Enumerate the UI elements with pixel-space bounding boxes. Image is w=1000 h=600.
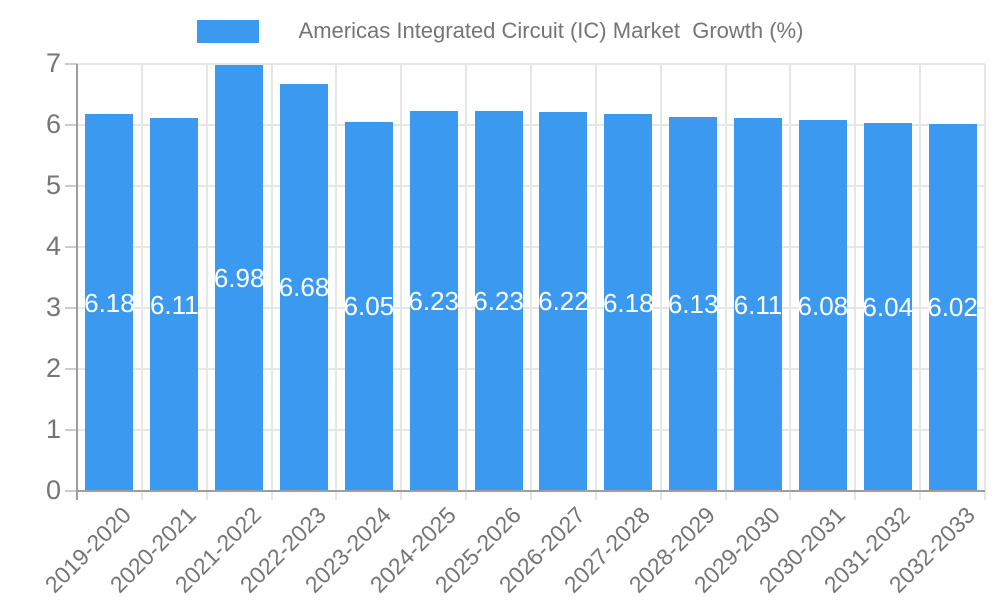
y-axis-tick bbox=[65, 185, 77, 187]
y-axis-tick-label: 0 bbox=[45, 475, 61, 505]
bar-value-label: 6.18 bbox=[84, 287, 135, 318]
y-axis-tick-label: 2 bbox=[45, 353, 61, 383]
legend-label: Americas Integrated Circuit (IC) Market … bbox=[298, 18, 804, 43]
bar-2023-2024 bbox=[344, 121, 393, 491]
y-axis-tick-label: 7 bbox=[45, 48, 61, 78]
y-axis-tick bbox=[65, 246, 77, 248]
legend-swatch bbox=[196, 19, 259, 43]
bar-value-label: 6.04 bbox=[862, 291, 913, 322]
bar-2031-2032 bbox=[863, 122, 912, 491]
bar-value-label: 6.22 bbox=[538, 286, 589, 317]
bar-2020-2021 bbox=[150, 118, 199, 491]
gridline-x bbox=[984, 64, 986, 500]
y-axis-tick bbox=[65, 368, 77, 370]
bar-value-label: 6.11 bbox=[149, 289, 199, 320]
bar-value-label: 6.05 bbox=[343, 291, 395, 322]
bar-value-label: 6.11 bbox=[733, 289, 783, 320]
bar-2019-2020 bbox=[85, 114, 134, 491]
bar-value-label: 6.98 bbox=[213, 263, 265, 294]
y-axis-tick-label: 5 bbox=[45, 170, 61, 200]
bar-2026-2027 bbox=[539, 111, 588, 491]
gridline-x bbox=[919, 64, 922, 500]
bar-value-label: 6.23 bbox=[408, 285, 459, 316]
y-axis-tick-label: 6 bbox=[45, 109, 61, 139]
bar-2028-2029 bbox=[669, 117, 718, 491]
gridline-x bbox=[205, 64, 208, 500]
y-axis-tick-label: 4 bbox=[45, 231, 61, 261]
gridline-x bbox=[854, 64, 857, 500]
legend: Americas Integrated Circuit (IC) Market … bbox=[0, 18, 1000, 44]
bar-2027-2028 bbox=[604, 114, 653, 491]
bar-2029-2030 bbox=[734, 118, 782, 491]
bar-value-label: 6.08 bbox=[797, 290, 849, 321]
y-axis-tick-label: 3 bbox=[45, 292, 61, 322]
gridline-x bbox=[659, 64, 662, 500]
y-axis-tick bbox=[65, 429, 77, 431]
gridline-x bbox=[270, 64, 273, 500]
gridline-x bbox=[724, 64, 727, 500]
bar-2022-2023 bbox=[280, 83, 328, 491]
bar-2024-2025 bbox=[409, 110, 458, 491]
y-axis-tick bbox=[65, 63, 77, 65]
gridline-x bbox=[594, 64, 597, 500]
gridline-x bbox=[400, 64, 403, 500]
bar-value-label: 6.68 bbox=[278, 272, 330, 303]
bar-2030-2031 bbox=[798, 120, 847, 491]
x-axis-line bbox=[77, 490, 985, 492]
bar-2025-2026 bbox=[474, 110, 523, 491]
y-axis-tick bbox=[65, 307, 77, 309]
bar-2032-2033 bbox=[928, 123, 977, 491]
gridline-x bbox=[530, 64, 532, 500]
y-axis-tick bbox=[65, 124, 77, 126]
bar-value-label: 6.02 bbox=[927, 292, 978, 323]
bar-value-label: 6.23 bbox=[473, 285, 524, 316]
y-axis-tick-label: 1 bbox=[45, 414, 61, 444]
bar-2021-2022 bbox=[215, 65, 264, 491]
gridline-x bbox=[789, 64, 792, 500]
bar-value-label: 6.13 bbox=[667, 289, 719, 320]
y-axis-line bbox=[76, 64, 78, 500]
y-axis-tick bbox=[65, 490, 77, 492]
gridline-x bbox=[140, 64, 143, 500]
gridline-x bbox=[335, 64, 338, 500]
bar-value-label: 6.18 bbox=[602, 287, 654, 318]
gridline-x bbox=[465, 64, 468, 500]
